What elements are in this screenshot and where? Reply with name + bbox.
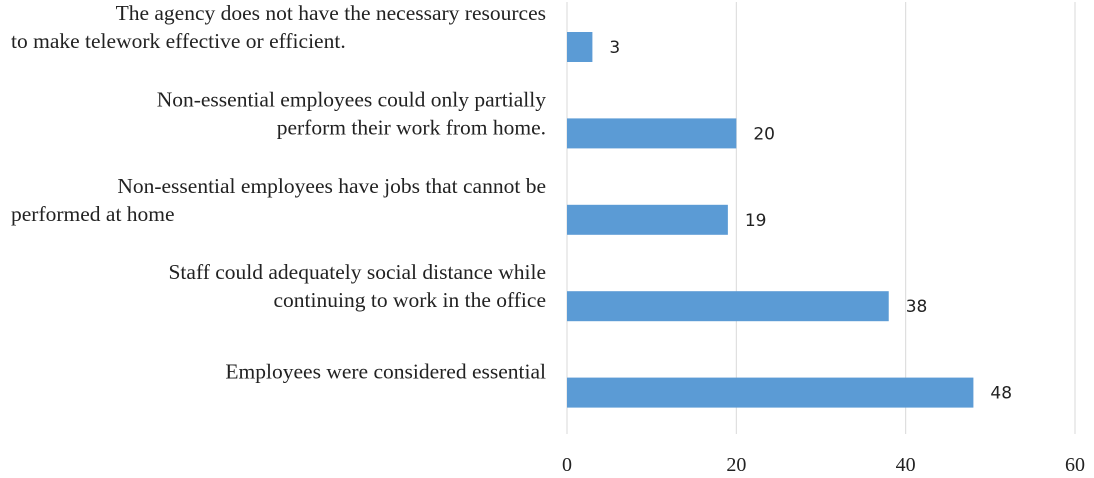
bar-4: [567, 377, 974, 408]
data-label: 3: [609, 38, 620, 58]
x-tick-label: 40: [896, 454, 916, 476]
category-label: Staff could adequately social distance w…: [168, 260, 546, 284]
bar-3: [567, 291, 889, 322]
data-label: 48: [990, 384, 1012, 404]
category-labels: The agency does not have the necessary r…: [11, 1, 546, 384]
x-tick-labels: 0 20 40 60: [562, 454, 1085, 476]
data-label: 20: [753, 124, 775, 144]
category-label: performed at home: [11, 202, 175, 226]
category-label: Employees were considered essential: [225, 360, 546, 384]
data-label: 38: [906, 297, 928, 317]
data-labels: 3 20 19 38 48: [609, 38, 1012, 404]
bar-2: [567, 204, 728, 235]
category-label: perform their work from home.: [277, 115, 546, 139]
x-tick-label: 20: [726, 454, 746, 476]
category-label: continuing to work in the office: [274, 288, 546, 312]
category-label: to make telework effective or efficient.: [11, 29, 346, 53]
bar-0: [567, 32, 593, 62]
category-label: Non-essential employees have jobs that c…: [117, 174, 546, 198]
x-tick-label: 0: [562, 454, 572, 476]
category-label: Non-essential employees could only parti…: [157, 87, 547, 111]
bar-1: [567, 118, 737, 149]
x-tick-label: 60: [1065, 454, 1085, 476]
bars: [567, 32, 974, 408]
data-label: 19: [745, 211, 767, 231]
category-label: The agency does not have the necessary r…: [116, 1, 546, 25]
